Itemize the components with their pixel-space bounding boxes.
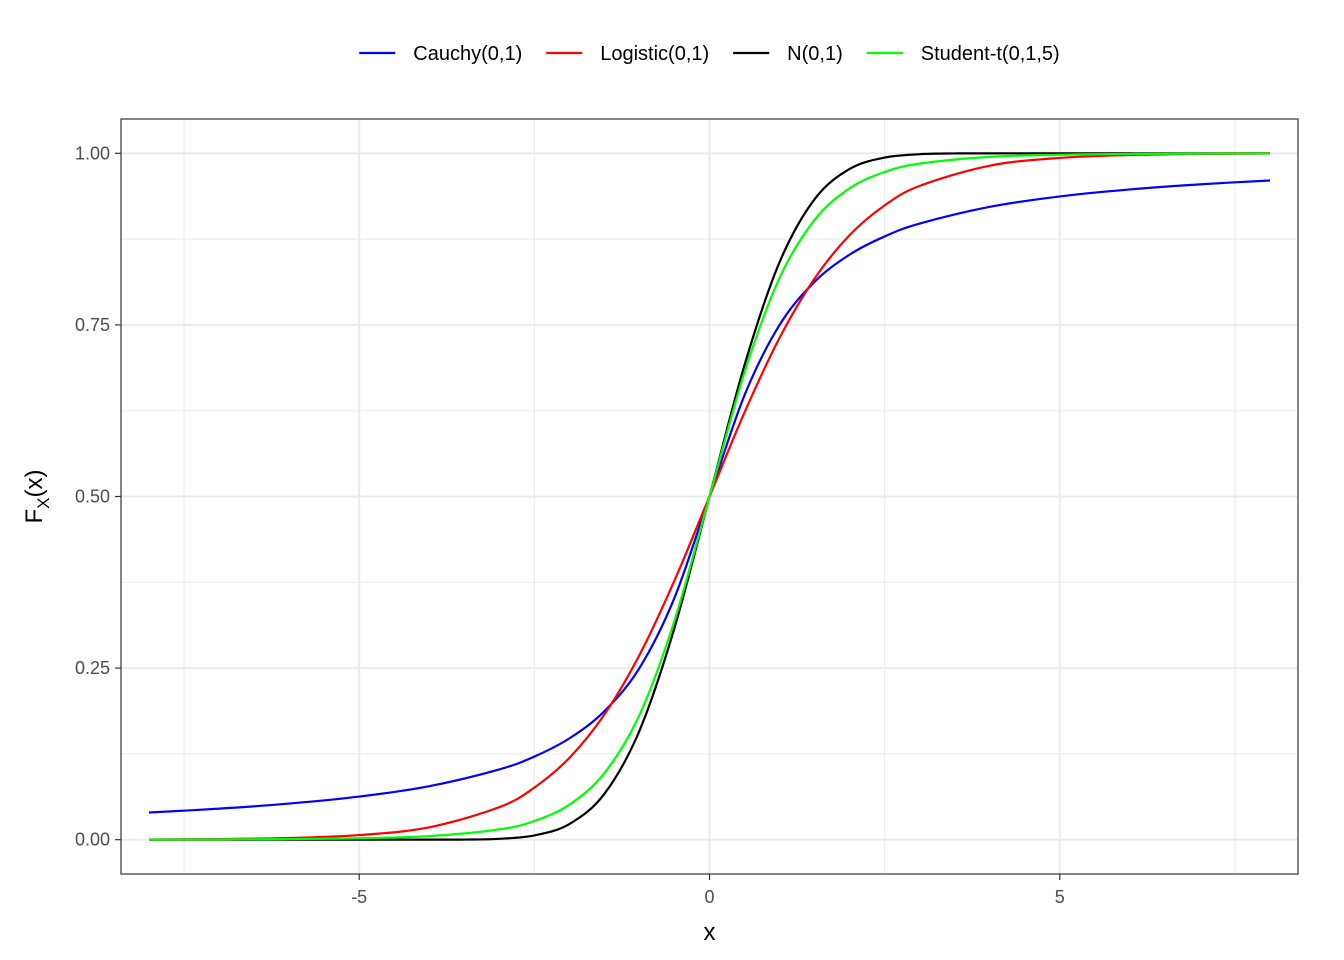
series-line-student-t-0-1-5 (149, 152, 1270, 841)
y-tick-label: 0.75 (75, 315, 110, 335)
legend-label: Logistic(0,1) (600, 43, 709, 65)
series-lines (148, 152, 1271, 841)
y-axis-title-tail: (x) (21, 470, 48, 498)
y-axis-title-main: F (21, 509, 48, 524)
legend-label: Student-t(0,1,5) (921, 43, 1060, 65)
y-tick-label: 0.00 (75, 830, 110, 850)
y-tick-label: 0.25 (75, 658, 110, 678)
legend-entry: Student-t(0,1,5) (866, 43, 1060, 65)
x-axis-title: x (704, 919, 716, 946)
legend-entry: N(0,1) (733, 43, 843, 65)
y-tick-label: 0.50 (75, 487, 110, 507)
legend-entry: Cauchy(0,1) (359, 43, 522, 65)
x-tick-label: 5 (1055, 887, 1065, 907)
legend-entry: Logistic(0,1) (546, 43, 709, 65)
x-tick-label: 0 (704, 887, 714, 907)
x-tick-label: -5 (351, 887, 367, 907)
y-axis: 0.00 0.25 0.50 0.75 1.00 (75, 143, 121, 850)
legend-label: Cauchy(0,1) (413, 43, 522, 65)
y-axis-title: FX(x) (21, 470, 53, 524)
legend-label: N(0,1) (787, 43, 843, 65)
legend: Cauchy(0,1) Logistic(0,1) N(0,1) Student-t(… (359, 43, 1060, 65)
x-axis: -5 0 5 (351, 874, 1065, 907)
y-tick-label: 1.00 (75, 143, 110, 163)
y-axis-title-subscript: X (34, 497, 53, 508)
